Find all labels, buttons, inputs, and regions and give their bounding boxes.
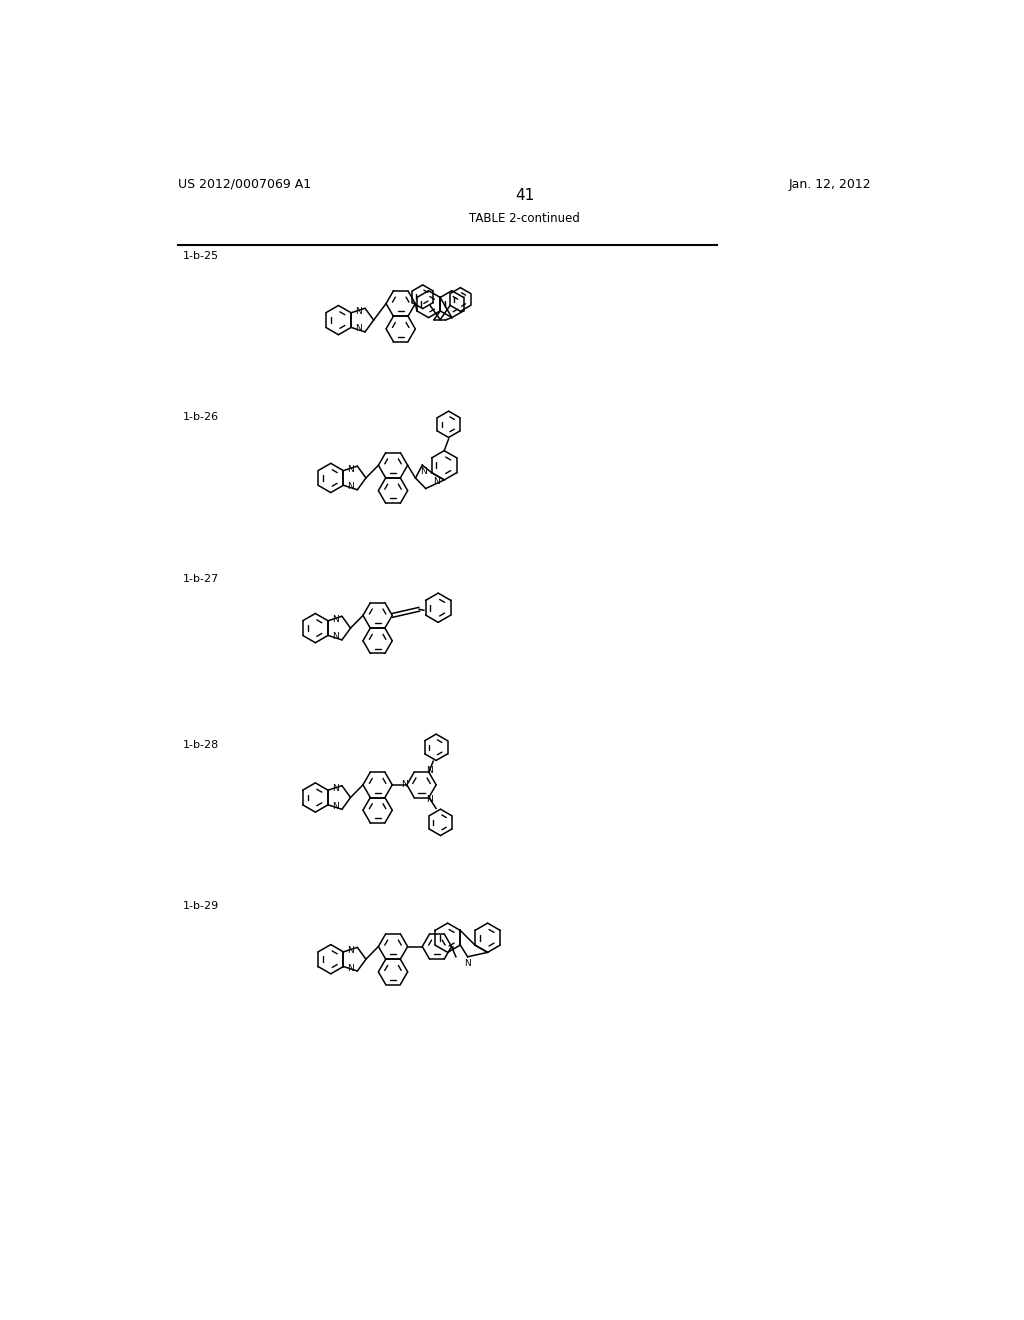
Text: N: N: [347, 946, 354, 954]
Text: US 2012/0007069 A1: US 2012/0007069 A1: [178, 178, 311, 190]
Text: N: N: [427, 766, 433, 775]
Text: TABLE 2-continued: TABLE 2-continued: [469, 213, 581, 226]
Text: N: N: [401, 780, 408, 789]
Text: N: N: [420, 466, 427, 475]
Text: N: N: [332, 615, 339, 624]
Text: 1-b-26: 1-b-26: [183, 412, 219, 422]
Text: Jan. 12, 2012: Jan. 12, 2012: [788, 178, 871, 190]
Text: 1-b-28: 1-b-28: [183, 739, 219, 750]
Text: N: N: [355, 325, 361, 334]
Text: 1-b-27: 1-b-27: [183, 574, 219, 585]
Text: 1-b-25: 1-b-25: [183, 251, 219, 261]
Text: N: N: [355, 306, 361, 315]
Text: N: N: [427, 795, 433, 804]
Text: N: N: [332, 632, 339, 642]
Text: 1-b-29: 1-b-29: [183, 902, 219, 911]
Text: N: N: [347, 465, 354, 474]
Text: N: N: [347, 482, 354, 491]
Text: N: N: [347, 964, 354, 973]
Text: N: N: [433, 477, 439, 486]
Text: 41: 41: [515, 187, 535, 203]
Text: N: N: [332, 784, 339, 793]
Text: N: N: [332, 801, 339, 810]
Text: N: N: [464, 960, 471, 968]
